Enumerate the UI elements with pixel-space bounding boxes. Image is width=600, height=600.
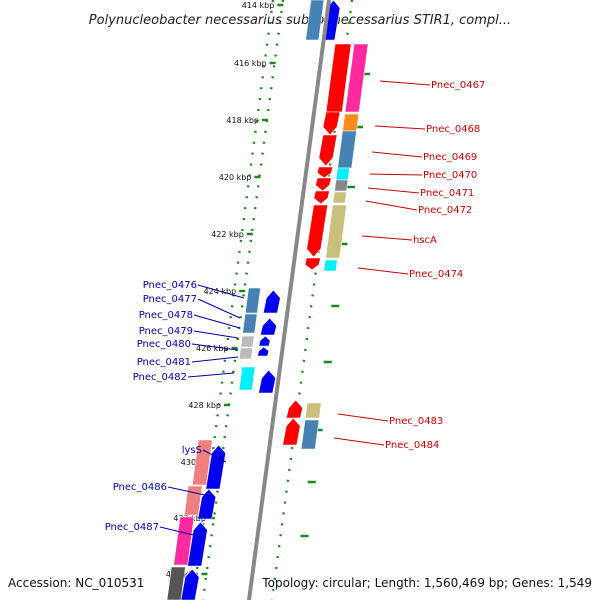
gene-feature bbox=[344, 43, 369, 113]
label-leader bbox=[193, 330, 239, 339]
gene-feature bbox=[259, 317, 277, 336]
label-leader bbox=[371, 151, 423, 158]
gene-feature bbox=[305, 0, 325, 41]
tick-label: 420 kbp bbox=[219, 173, 252, 182]
label-leader bbox=[374, 125, 426, 130]
label-leader bbox=[337, 413, 389, 422]
gene-label-pnec_0483: Pnec_0483 bbox=[389, 416, 443, 427]
tick-label: 426 kbp bbox=[196, 344, 229, 353]
label-leader bbox=[357, 267, 409, 275]
label-leader bbox=[159, 526, 207, 539]
gene-feature bbox=[337, 130, 357, 169]
gene-feature bbox=[316, 166, 334, 179]
gene-label-pnec_0469: Pnec_0469 bbox=[423, 152, 477, 163]
gene-feature bbox=[315, 177, 332, 192]
gene-feature bbox=[325, 43, 352, 113]
gene-feature bbox=[257, 346, 270, 357]
gene-feature bbox=[244, 287, 261, 314]
gene-feature bbox=[262, 289, 281, 314]
track-ring bbox=[201, 0, 285, 600]
gene-label-pnec_0484: Pnec_0484 bbox=[385, 440, 439, 451]
label-leader bbox=[361, 235, 413, 241]
gene-feature bbox=[240, 335, 255, 348]
gene-feature bbox=[322, 111, 341, 136]
gene-label-pnec_0477: Pnec_0477 bbox=[143, 294, 197, 305]
tick-label: 416 kbp bbox=[234, 59, 267, 68]
gene-feature bbox=[332, 191, 347, 204]
gene-label-pnec_0480: Pnec_0480 bbox=[137, 339, 191, 350]
gene-label-pnec_0479: Pnec_0479 bbox=[139, 326, 193, 337]
gene-label-pnec_0467: Pnec_0467 bbox=[431, 80, 485, 91]
gene-feature bbox=[335, 167, 350, 181]
label-leader bbox=[197, 284, 245, 299]
gene-feature bbox=[342, 113, 360, 132]
tick-label: 422 kbp bbox=[211, 230, 244, 239]
gene-feature bbox=[166, 566, 186, 600]
gene-feature bbox=[258, 369, 276, 394]
gene-feature bbox=[238, 347, 253, 360]
label-leader bbox=[191, 343, 239, 351]
gene-label-pnec_0468: Pnec_0468 bbox=[426, 124, 480, 135]
label-leader bbox=[202, 449, 227, 463]
tick-label: 428 kbp bbox=[188, 401, 221, 410]
gene-label-pnec_0470: Pnec_0470 bbox=[423, 170, 477, 181]
label-leader bbox=[197, 298, 241, 319]
tick-label: 414 kbp bbox=[242, 1, 275, 10]
gene-feature bbox=[180, 568, 200, 600]
gene-feature bbox=[238, 366, 256, 391]
gene-layer bbox=[166, 0, 369, 600]
label-layer: Pnec_0467 Pnec_0468 Pnec_0469 Pnec_0470 Pnec… bbox=[105, 80, 485, 539]
label-leader bbox=[379, 80, 431, 86]
gene-label-pnec_0474: Pnec_0474 bbox=[409, 269, 463, 280]
gene-feature bbox=[306, 204, 329, 258]
gene-label-pnec_0472: Pnec_0472 bbox=[418, 205, 472, 216]
gene-label-pnec_0482: Pnec_0482 bbox=[133, 372, 187, 383]
gene-feature bbox=[205, 444, 226, 490]
gene-feature bbox=[282, 417, 301, 446]
gene-feature bbox=[318, 134, 338, 167]
gene-label-pnec_0487: Pnec_0487 bbox=[105, 522, 159, 533]
label-leader bbox=[191, 356, 239, 363]
gene-feature bbox=[304, 257, 321, 271]
label-leader bbox=[193, 314, 241, 329]
map-title: Polynucleobacter necessarius subsp. nece… bbox=[89, 13, 511, 28]
gene-feature bbox=[334, 179, 349, 192]
gene-label-hsca: hscA bbox=[413, 235, 437, 246]
gene-label-pnec_0478: Pnec_0478 bbox=[139, 310, 193, 321]
label-leader bbox=[365, 200, 418, 211]
label-leader bbox=[167, 486, 215, 498]
genome-backbone bbox=[247, 0, 331, 600]
gene-label-lyss: lysS bbox=[182, 445, 202, 456]
gene-label-pnec_0486: Pnec_0486 bbox=[113, 482, 167, 493]
label-leader bbox=[187, 372, 235, 378]
gene-label-pnec_0481: Pnec_0481 bbox=[137, 357, 191, 368]
topology-info-text: Topology: circular; Length: 1,560,469 bp… bbox=[261, 576, 592, 590]
gene-feature bbox=[285, 399, 303, 419]
gene-feature bbox=[242, 313, 258, 334]
gene-feature bbox=[187, 521, 208, 567]
label-leader bbox=[367, 187, 420, 194]
accession-text: Accession: NC_010531 bbox=[8, 576, 144, 590]
gene-feature bbox=[313, 190, 330, 205]
track-ring bbox=[191, 0, 275, 600]
gene-label-pnec_0476: Pnec_0476 bbox=[143, 280, 197, 291]
gene-feature bbox=[258, 335, 271, 347]
label-leader bbox=[369, 173, 423, 176]
label-leader bbox=[333, 437, 385, 446]
gene-feature bbox=[325, 204, 348, 259]
gene-label-pnec_0471: Pnec_0471 bbox=[420, 188, 474, 199]
gene-feature bbox=[300, 419, 320, 450]
tick-label: 418 kbp bbox=[226, 116, 259, 125]
gene-feature bbox=[323, 259, 338, 272]
gene-feature bbox=[304, 402, 322, 419]
